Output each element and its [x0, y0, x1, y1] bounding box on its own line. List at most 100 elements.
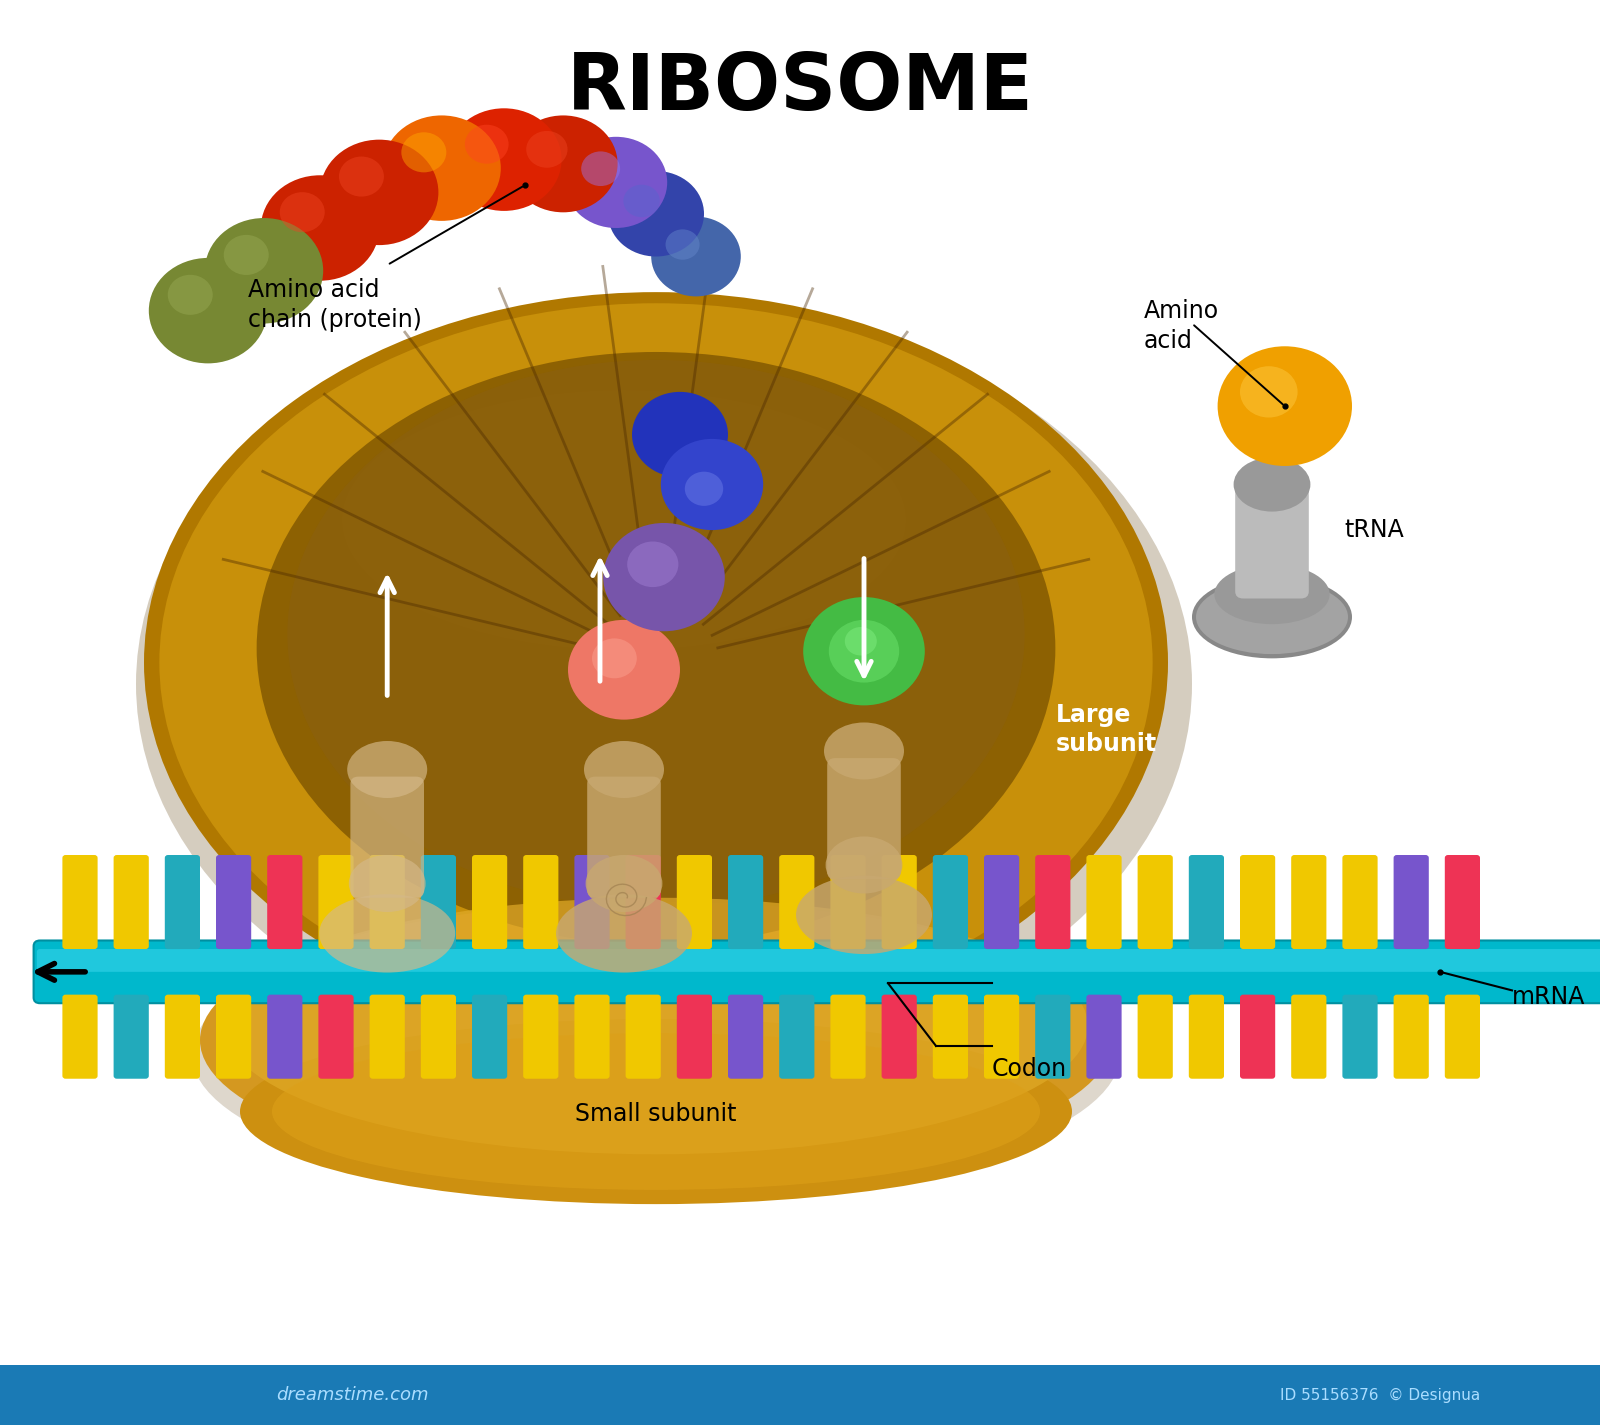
FancyBboxPatch shape: [1035, 855, 1070, 949]
FancyBboxPatch shape: [882, 855, 917, 949]
FancyBboxPatch shape: [0, 1365, 1600, 1425]
Text: mRNA: mRNA: [1512, 986, 1586, 1009]
FancyBboxPatch shape: [370, 995, 405, 1079]
Circle shape: [339, 157, 384, 197]
Circle shape: [592, 638, 637, 678]
Text: Small subunit: Small subunit: [576, 1103, 736, 1126]
FancyBboxPatch shape: [1445, 995, 1480, 1079]
FancyBboxPatch shape: [165, 995, 200, 1079]
FancyBboxPatch shape: [421, 855, 456, 949]
Ellipse shape: [224, 898, 1088, 1154]
Ellipse shape: [1214, 564, 1330, 624]
FancyBboxPatch shape: [779, 995, 814, 1079]
Text: Amino acid
chain (protein): Amino acid chain (protein): [248, 278, 422, 332]
Circle shape: [261, 175, 379, 281]
FancyBboxPatch shape: [1291, 995, 1326, 1079]
FancyBboxPatch shape: [984, 855, 1019, 949]
FancyBboxPatch shape: [677, 995, 712, 1079]
FancyBboxPatch shape: [1189, 855, 1224, 949]
Text: tRNA: tRNA: [1344, 519, 1403, 542]
FancyBboxPatch shape: [1086, 855, 1122, 949]
Circle shape: [624, 185, 659, 217]
Circle shape: [526, 131, 568, 168]
Circle shape: [845, 627, 877, 656]
FancyBboxPatch shape: [1342, 995, 1378, 1079]
FancyBboxPatch shape: [421, 995, 456, 1079]
FancyBboxPatch shape: [472, 995, 507, 1079]
Ellipse shape: [826, 836, 902, 893]
FancyBboxPatch shape: [933, 995, 968, 1079]
FancyBboxPatch shape: [1291, 855, 1326, 949]
Circle shape: [402, 133, 446, 172]
FancyBboxPatch shape: [523, 995, 558, 1079]
FancyBboxPatch shape: [1189, 995, 1224, 1079]
Ellipse shape: [557, 895, 691, 973]
Circle shape: [661, 439, 763, 530]
Ellipse shape: [272, 1033, 1040, 1190]
Circle shape: [466, 125, 509, 164]
FancyBboxPatch shape: [1394, 995, 1429, 1079]
Ellipse shape: [342, 390, 906, 650]
FancyBboxPatch shape: [1240, 855, 1275, 949]
FancyBboxPatch shape: [830, 855, 866, 949]
FancyBboxPatch shape: [318, 855, 354, 949]
Text: ID 55156376  © Designua: ID 55156376 © Designua: [1280, 1388, 1480, 1402]
Circle shape: [280, 192, 325, 232]
Ellipse shape: [824, 722, 904, 779]
Circle shape: [320, 140, 438, 245]
Circle shape: [149, 258, 267, 363]
FancyBboxPatch shape: [830, 995, 866, 1079]
FancyBboxPatch shape: [34, 940, 1600, 1003]
FancyBboxPatch shape: [114, 995, 149, 1079]
Ellipse shape: [349, 855, 426, 912]
FancyBboxPatch shape: [472, 855, 507, 949]
FancyBboxPatch shape: [370, 855, 405, 949]
Ellipse shape: [288, 361, 1024, 908]
Ellipse shape: [584, 741, 664, 798]
Ellipse shape: [240, 1019, 1072, 1204]
FancyBboxPatch shape: [728, 995, 763, 1079]
FancyBboxPatch shape: [114, 855, 149, 949]
Circle shape: [224, 235, 269, 275]
Text: Amino
acid: Amino acid: [1144, 299, 1219, 353]
FancyBboxPatch shape: [882, 995, 917, 1079]
FancyBboxPatch shape: [318, 995, 354, 1079]
FancyBboxPatch shape: [1086, 995, 1122, 1079]
FancyBboxPatch shape: [1445, 855, 1480, 949]
Ellipse shape: [256, 352, 1056, 945]
Circle shape: [603, 523, 725, 631]
Text: RIBOSOME: RIBOSOME: [566, 50, 1034, 125]
Ellipse shape: [144, 292, 1168, 1033]
Circle shape: [829, 620, 899, 683]
Circle shape: [581, 151, 621, 187]
FancyBboxPatch shape: [1235, 487, 1309, 598]
FancyBboxPatch shape: [574, 995, 610, 1079]
FancyBboxPatch shape: [523, 855, 558, 949]
FancyBboxPatch shape: [984, 995, 1019, 1079]
FancyBboxPatch shape: [267, 855, 302, 949]
FancyBboxPatch shape: [1138, 995, 1173, 1079]
Ellipse shape: [1192, 576, 1352, 658]
FancyBboxPatch shape: [62, 855, 98, 949]
Ellipse shape: [347, 741, 427, 798]
Circle shape: [803, 597, 925, 705]
Ellipse shape: [586, 855, 662, 912]
FancyBboxPatch shape: [587, 777, 661, 898]
Ellipse shape: [1197, 580, 1347, 654]
Ellipse shape: [192, 912, 1120, 1197]
FancyBboxPatch shape: [62, 995, 98, 1079]
Ellipse shape: [160, 304, 1152, 1022]
FancyBboxPatch shape: [728, 855, 763, 949]
Text: Large
subunit: Large subunit: [1056, 703, 1157, 757]
Circle shape: [651, 217, 741, 296]
FancyBboxPatch shape: [626, 995, 661, 1079]
Circle shape: [565, 137, 667, 228]
FancyBboxPatch shape: [779, 855, 814, 949]
Circle shape: [666, 229, 699, 259]
Circle shape: [509, 115, 618, 212]
FancyBboxPatch shape: [1342, 855, 1378, 949]
FancyBboxPatch shape: [216, 995, 251, 1079]
Circle shape: [627, 542, 678, 587]
FancyBboxPatch shape: [1394, 855, 1429, 949]
Ellipse shape: [797, 875, 931, 955]
